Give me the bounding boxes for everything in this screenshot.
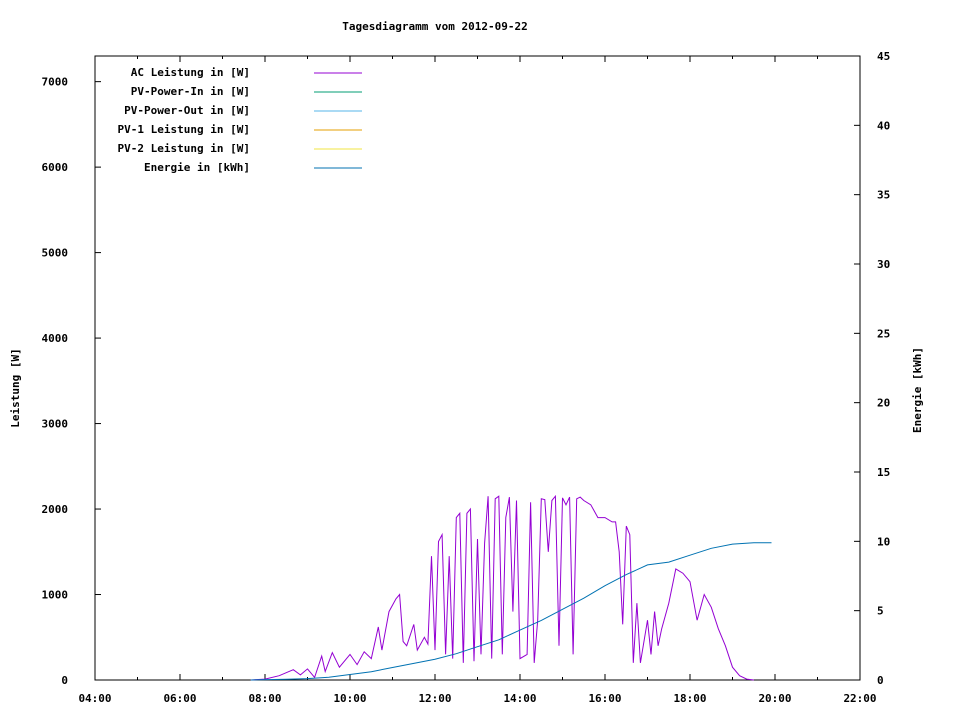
x-tick-label: 20:00 bbox=[758, 692, 791, 705]
x-tick-label: 08:00 bbox=[248, 692, 281, 705]
x-tick-label: 18:00 bbox=[673, 692, 706, 705]
y2-tick-label: 15 bbox=[877, 466, 890, 479]
series-line-0 bbox=[250, 494, 754, 681]
chart-title: Tagesdiagramm vom 2012-09-22 bbox=[342, 20, 527, 33]
y-axis-title: Leistung [W] bbox=[9, 348, 22, 427]
x-tick-label: 12:00 bbox=[418, 692, 451, 705]
x-tick-label: 06:00 bbox=[163, 692, 196, 705]
legend-label: PV-Power-Out in [W] bbox=[124, 104, 250, 117]
y2-tick-label: 25 bbox=[877, 327, 890, 340]
y2-tick-label: 40 bbox=[877, 119, 890, 132]
y-tick-label: 2000 bbox=[42, 503, 69, 516]
y2-axis-title: Energie [kWh] bbox=[911, 347, 924, 433]
legend-label: PV-2 Leistung in [W] bbox=[118, 142, 250, 155]
legend-label: PV-1 Leistung in [W] bbox=[118, 123, 250, 136]
y-tick-label: 7000 bbox=[42, 76, 69, 89]
y2-tick-label: 30 bbox=[877, 258, 890, 271]
y-tick-label: 5000 bbox=[42, 247, 69, 260]
y2-tick-label: 35 bbox=[877, 189, 890, 202]
y2-tick-label: 45 bbox=[877, 50, 890, 63]
y2-tick-label: 10 bbox=[877, 535, 890, 548]
y2-tick-label: 20 bbox=[877, 397, 890, 410]
y2-tick-label: 0 bbox=[877, 674, 884, 687]
y-tick-label: 0 bbox=[61, 674, 68, 687]
x-tick-label: 14:00 bbox=[503, 692, 536, 705]
x-tick-label: 04:00 bbox=[78, 692, 111, 705]
legend-label: PV-Power-In in [W] bbox=[131, 85, 250, 98]
y-axis-title-text: Leistung [W] bbox=[9, 348, 22, 427]
y-tick-label: 3000 bbox=[42, 418, 69, 431]
y-tick-label: 6000 bbox=[42, 161, 69, 174]
y-axis: 0 1000 2000 3000 4000 5000 6000 7000 bbox=[42, 76, 101, 687]
y-tick-label: 4000 bbox=[42, 332, 69, 345]
legend: AC Leistung in [W] PV-Power-In in [W] PV-P… bbox=[118, 66, 362, 174]
y-tick-label: 1000 bbox=[42, 589, 69, 602]
x-axis: 04:00 06:00 08:00 10:00 12:00 14:00 16:00 18:00… bbox=[78, 56, 877, 705]
y2-tick-label: 5 bbox=[877, 605, 884, 618]
legend-label: Energie in [kWh] bbox=[144, 161, 250, 174]
x-tick-label: 10:00 bbox=[333, 692, 366, 705]
x-tick-label: 22:00 bbox=[843, 692, 876, 705]
y2-axis: 0 5 10 15 20 25 30 35 40 45 bbox=[854, 50, 890, 687]
series-line-1 bbox=[250, 542, 772, 681]
x-tick-label: 16:00 bbox=[588, 692, 621, 705]
legend-label: AC Leistung in [W] bbox=[131, 66, 250, 79]
y2-axis-title-text: Energie [kWh] bbox=[911, 347, 924, 433]
series-layer bbox=[250, 494, 772, 681]
